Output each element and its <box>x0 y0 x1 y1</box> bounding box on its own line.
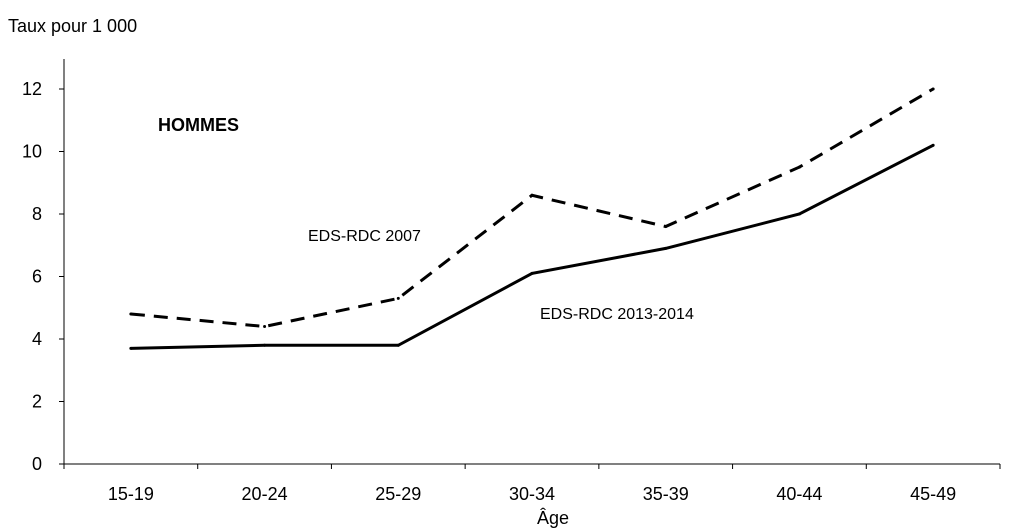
series-1-point <box>263 343 267 347</box>
axes: 0 2 4 6 8 10 12 15-19 20-24 25-29 30-34 35-39 40-44 4… <box>22 59 1001 504</box>
y-tick-label: 8 <box>32 204 42 224</box>
y-axis-title: Taux pour 1 000 <box>8 16 137 36</box>
y-tick-label: 6 <box>32 267 42 287</box>
y-tick-label: 2 <box>32 392 42 412</box>
series-1-point <box>530 271 534 275</box>
series-1-point <box>396 343 400 347</box>
series-1-point <box>664 246 668 250</box>
series-label-eds-rdc-2007: EDS-RDC 2007 <box>308 228 421 245</box>
series-1-point <box>797 212 801 216</box>
x-tick-label: 45-49 <box>910 484 956 504</box>
y-tick-label: 4 <box>32 329 42 349</box>
series-1-point <box>129 346 133 350</box>
series-0-point <box>664 225 668 228</box>
x-axis-title: Âge <box>537 508 569 528</box>
x-tick-label: 25-29 <box>375 484 421 504</box>
x-tick-label: 35-39 <box>643 484 689 504</box>
series-0-point <box>931 87 935 91</box>
series-label-eds-rdc-2013-2014: EDS-RDC 2013-2014 <box>540 306 694 323</box>
series-1-point <box>931 143 935 147</box>
series-0-point <box>797 165 801 169</box>
series-0-point <box>129 312 133 316</box>
series-0-point <box>263 325 267 328</box>
y-tick-label: 12 <box>22 79 42 99</box>
series-layer <box>129 87 935 350</box>
x-tick-label: 30-34 <box>509 484 555 504</box>
series-line-1 <box>130 143 934 350</box>
y-tick-label: 0 <box>32 454 42 474</box>
y-tick-label: 10 <box>22 142 42 162</box>
series-0-point <box>396 296 400 300</box>
x-tick-label: 40-44 <box>776 484 822 504</box>
chart-title: HOMMES <box>158 115 239 135</box>
x-tick-label: 15-19 <box>108 484 154 504</box>
series-0-point <box>530 193 534 197</box>
x-tick-label: 20-24 <box>242 484 288 504</box>
